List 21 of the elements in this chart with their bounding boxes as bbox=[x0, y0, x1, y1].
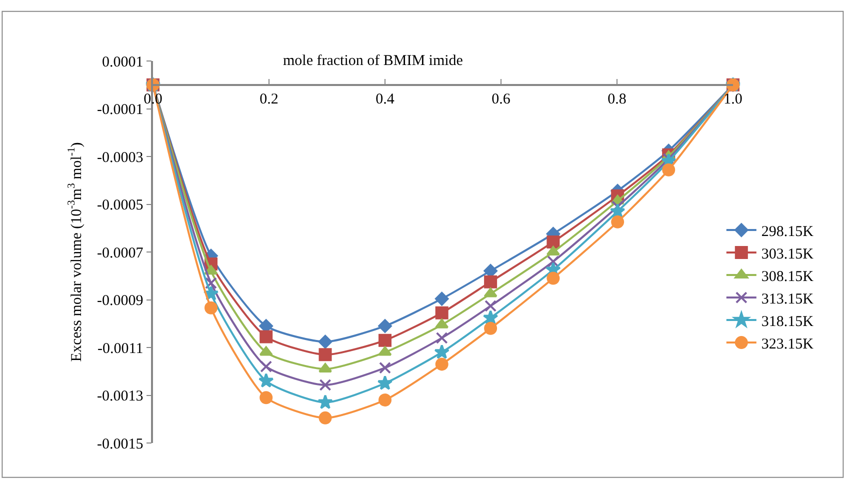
legend-label: 323.15K bbox=[761, 336, 814, 352]
y-tick-label: -0.0007 bbox=[97, 245, 144, 262]
legend-label: 303.15K bbox=[761, 246, 814, 262]
y-tick-label: -0.0015 bbox=[97, 436, 144, 452]
y-tick-label: -0.0009 bbox=[97, 293, 144, 309]
legend-label: 298.15K bbox=[761, 224, 814, 240]
y-tick-label: -0.0013 bbox=[97, 388, 144, 404]
legend-label: 318.15K bbox=[761, 314, 814, 330]
y-tick-label: -0.0011 bbox=[98, 340, 144, 357]
x-tick-label: 0.4 bbox=[376, 92, 395, 108]
x-tick-label: 1.0 bbox=[724, 92, 742, 108]
y-tick-label: 0.0001 bbox=[102, 54, 144, 70]
x-tick-label: 0.6 bbox=[492, 92, 511, 108]
y-tick-label: -0.0001 bbox=[97, 102, 144, 118]
legend-label: 313.15K bbox=[761, 291, 814, 308]
y-tick-label: -0.0005 bbox=[97, 198, 144, 214]
x-axis-title: mole fraction of BMIM imide bbox=[283, 53, 464, 69]
x-tick-label: 0.2 bbox=[260, 92, 278, 108]
x-tick-label: 0.8 bbox=[608, 92, 626, 108]
legend-label: 308.15K bbox=[761, 268, 814, 285]
y-tick-label: -0.0003 bbox=[97, 150, 144, 166]
